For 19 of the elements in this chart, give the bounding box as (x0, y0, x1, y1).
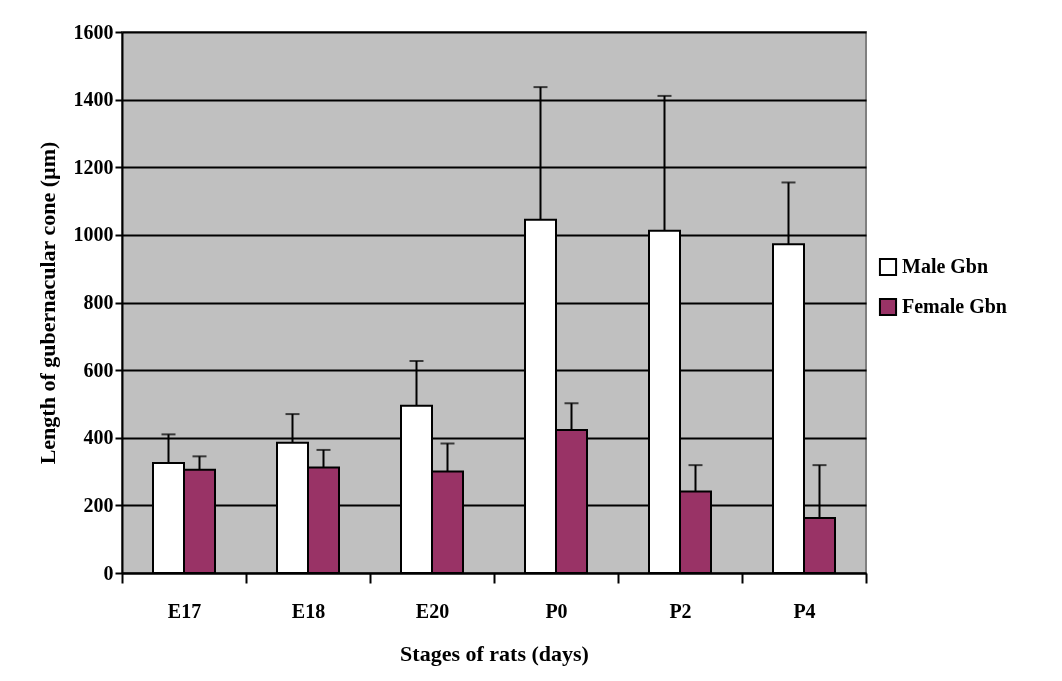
y-tick-label: 200 (83, 493, 114, 516)
x-tick-label: E17 (167, 599, 202, 622)
x-tick-label: P4 (793, 599, 816, 622)
legend-label: Female Gbn (902, 295, 1007, 317)
y-axis-title: Length of gubernacular cone (µm) (34, 141, 60, 465)
y-tick-label: 800 (83, 291, 114, 313)
x-tick-label: P2 (669, 599, 692, 622)
y-tick-label: 600 (83, 358, 114, 381)
legend-label: Male Gbn (902, 255, 989, 277)
x-tick-label: E18 (291, 599, 326, 622)
x-tick-label: P0 (545, 599, 568, 622)
y-tick-label: 1600 (73, 20, 114, 43)
y-tick-label: 1000 (73, 223, 114, 246)
y-tick-label: 1200 (73, 155, 114, 178)
y-tick-label: 400 (83, 426, 114, 449)
x-tick-label: E20 (415, 599, 450, 622)
y-tick-label: 1400 (73, 88, 114, 111)
x-axis-title: Stages of rats (days) (400, 640, 589, 666)
y-tick-label: 0 (103, 561, 114, 584)
